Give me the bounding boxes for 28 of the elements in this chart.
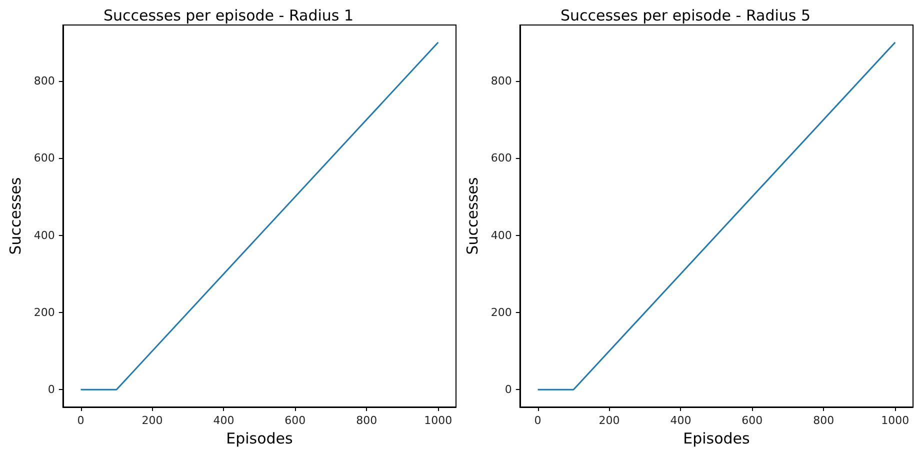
y-axis-title: Successes	[464, 177, 482, 255]
x-tick-label: 1000	[424, 414, 452, 427]
chart-title: Successes per episode - Radius 1	[103, 6, 354, 24]
chart-title: Successes per episode - Radius 5	[560, 6, 811, 24]
x-tick-label: 400	[670, 414, 692, 427]
x-tick-label: 600	[284, 414, 306, 427]
x-tick-label: 400	[213, 414, 234, 427]
y-tick-label: 600	[34, 152, 55, 165]
x-tick-label: 800	[813, 414, 834, 427]
x-axis-title: Episodes	[226, 429, 293, 448]
x-tick-label: 0	[77, 414, 84, 427]
y-tick-label: 200	[490, 306, 512, 319]
y-tick-label: 400	[490, 228, 512, 242]
y-tick-label: 200	[34, 306, 55, 319]
x-tick-label: 200	[598, 414, 620, 427]
y-tick-label: 0	[504, 383, 512, 396]
x-tick-label: 600	[742, 414, 763, 427]
y-tick-label: 800	[34, 74, 55, 88]
x-tick-label: 200	[142, 414, 163, 427]
y-axis-title: Successes	[6, 177, 24, 255]
x-tick-label: 800	[356, 414, 378, 427]
y-tick-label: 0	[48, 383, 55, 396]
x-tick-label: 1000	[881, 414, 910, 427]
x-axis-title: Episodes	[683, 429, 750, 448]
x-tick-label: 0	[534, 414, 542, 427]
y-tick-label: 600	[490, 152, 512, 165]
y-tick-label: 400	[34, 228, 55, 242]
y-tick-label: 800	[490, 74, 512, 88]
